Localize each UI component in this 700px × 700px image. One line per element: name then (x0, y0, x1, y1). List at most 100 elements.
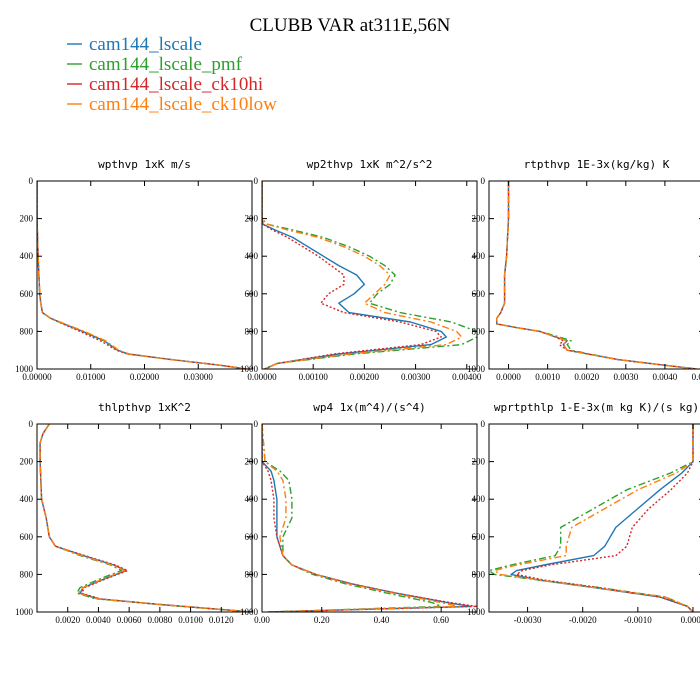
panel-3-xtick-label-4: 0.0100 (178, 615, 203, 625)
panel-2-xtick-label-5: 0.0050 (692, 372, 700, 382)
panel-1-ytick-label-3: 600 (245, 289, 259, 299)
panel-5-series-0 (510, 424, 694, 612)
panel-2: rtpthvp 1E-3x(kg/kg) K 0 200 400 600 800 1000 0… (467, 158, 700, 382)
panel-5-ytick-label-0: 0 (481, 419, 486, 429)
panel-0-series-3 (37, 181, 247, 369)
panel-4-series (262, 424, 477, 612)
panel-5-xtick-label-0: -0.0030 (514, 615, 542, 625)
panel-0-xtick-label-2: 0.02000 (130, 372, 160, 382)
panel-0-ytick-label-4: 800 (20, 326, 34, 336)
panel-2-xtick-label-3: 0.0030 (613, 372, 638, 382)
panel-0-xtick-label-0: 0.00000 (22, 372, 52, 382)
panel-2-series-3 (496, 181, 697, 369)
panel-3-xtick-label-2: 0.0060 (117, 615, 142, 625)
panel-3-title: thlpthvp 1xK^2 (98, 401, 191, 414)
panel-2-frame (488, 180, 700, 370)
panel-3-series-3 (39, 424, 252, 612)
panel-0-xtick-label-1: 0.01000 (76, 372, 106, 382)
panel-3-series (39, 424, 252, 612)
legend-label-0: cam144_lscale (89, 34, 202, 55)
panel-0-ytick-label-2: 400 (20, 251, 34, 261)
legend-label-3: cam144_lscale_ck10low (89, 94, 277, 115)
panel-5-series (489, 424, 694, 612)
panel-5-title: wprtpthlp 1-E-3x(m kg K)/(s kg) (494, 401, 699, 414)
panel-4-series-3 (262, 424, 460, 612)
panel-5-ytick-label-2: 400 (472, 494, 486, 504)
panel-0-frame (36, 180, 253, 370)
panel-0-series (37, 181, 247, 369)
panel-0-xtick-label-3: 0.03000 (184, 372, 214, 382)
panel-5-ytick-label-5: 1000 (467, 607, 486, 617)
panel-2-xtick-label-4: 0.0040 (653, 372, 678, 382)
panel-4-ytick-label-3: 600 (245, 532, 259, 542)
panel-3-ytick-label-5: 1000 (15, 607, 34, 617)
panel-1-ytick-label-2: 400 (245, 251, 259, 261)
panel-4-xtick-label-1: 0.20 (314, 615, 330, 625)
panel-3-series-2 (39, 424, 252, 612)
panel-1-ytick-label-5: 1000 (240, 364, 259, 374)
panel-4-ytick-label-2: 400 (245, 494, 259, 504)
panel-1-ytick-label-4: 800 (245, 326, 259, 336)
panel-3-xtick-label-5: 0.0120 (209, 615, 234, 625)
panel-5-xtick-label-2: -0.0010 (624, 615, 652, 625)
panel-0-ytick-label-3: 600 (20, 289, 34, 299)
panel-5-series-3 (493, 424, 694, 612)
panel-4-ytick-label-1: 200 (245, 457, 259, 467)
panel-2-ytick-label-3: 600 (472, 289, 486, 299)
panel-1-series-2 (262, 181, 442, 369)
panel-5-ytick-label-4: 800 (472, 569, 486, 579)
panel-3-xtick-label-1: 0.0040 (86, 615, 111, 625)
figure-title: CLUBB VAR at311E,56N (250, 15, 451, 36)
panel-2-title: rtpthvp 1E-3x(kg/kg) K (524, 158, 670, 171)
panel-1-ytick-label-0: 0 (254, 176, 259, 186)
panel-2-xtick-label-0: 0.0000 (496, 372, 521, 382)
panel-1-series-1 (262, 181, 477, 369)
panel-2-ytick-label-5: 1000 (467, 364, 486, 374)
panel-5-ytick-label-1: 200 (472, 457, 486, 467)
panel-1-frame (261, 180, 478, 370)
panel-2-xtick-label-2: 0.0020 (574, 372, 599, 382)
panel-4-xtick-label-2: 0.40 (374, 615, 390, 625)
panel-1-xtick-label-2: 0.00200 (350, 372, 380, 382)
panel-4-title: wp4 1x(m^4)/(s^4) (313, 401, 426, 414)
panel-1-xtick-label-4: 0.00400 (452, 372, 482, 382)
panel-4-ytick-label-4: 800 (245, 569, 259, 579)
panel-0-ytick-label-0: 0 (29, 176, 34, 186)
panel-5-series-1 (489, 424, 694, 612)
panel-1-xtick-label-1: 0.00100 (299, 372, 329, 382)
panel-4-xtick-label-0: 0.00 (254, 615, 270, 625)
panel-3-ytick-label-2: 400 (20, 494, 34, 504)
panel-2-series-0 (496, 181, 697, 369)
panel-2-ytick-label-0: 0 (481, 176, 486, 186)
panel-0-series-1 (37, 181, 247, 369)
panel-5-xtick-label-1: -0.0020 (569, 615, 597, 625)
panel-3-series-0 (39, 424, 252, 612)
panel-1-series (262, 181, 477, 369)
panel-1-series-0 (262, 181, 447, 369)
legend-label-1: cam144_lscale_pmf (89, 54, 243, 75)
panel-1-title: wp2thvp 1xK m^2/s^2 (307, 158, 433, 171)
panel-1-xtick-label-3: 0.00300 (401, 372, 431, 382)
panel-3-xtick-label-0: 0.0020 (55, 615, 80, 625)
panel-0-ytick-label-5: 1000 (15, 364, 34, 374)
panel-1-xtick-label-0: 0.00000 (247, 372, 277, 382)
panel-4-frame (261, 423, 478, 613)
panel-2-series-1 (496, 181, 697, 369)
panel-5: wprtpthlp 1-E-3x(m kg K)/(s kg) 0 200 400 60… (467, 401, 700, 625)
panel-3-ytick-label-3: 600 (20, 532, 34, 542)
panel-5-ytick-label-3: 600 (472, 532, 486, 542)
panel-5-xtick-label-3: 0.0000 (681, 615, 700, 625)
panel-2-series (496, 181, 697, 369)
panel-0-series-2 (37, 181, 247, 369)
panel-4-ytick-label-0: 0 (254, 419, 259, 429)
panel-2-series-2 (496, 181, 697, 369)
panel-3-xtick-label-3: 0.0080 (147, 615, 172, 625)
panel-3-ytick-label-1: 200 (20, 457, 34, 467)
panel-4-series-0 (262, 424, 472, 612)
panel-5-frame (488, 423, 700, 613)
panel-2-ytick-label-1: 200 (472, 214, 486, 224)
panel-4-ytick-label-5: 1000 (240, 607, 259, 617)
